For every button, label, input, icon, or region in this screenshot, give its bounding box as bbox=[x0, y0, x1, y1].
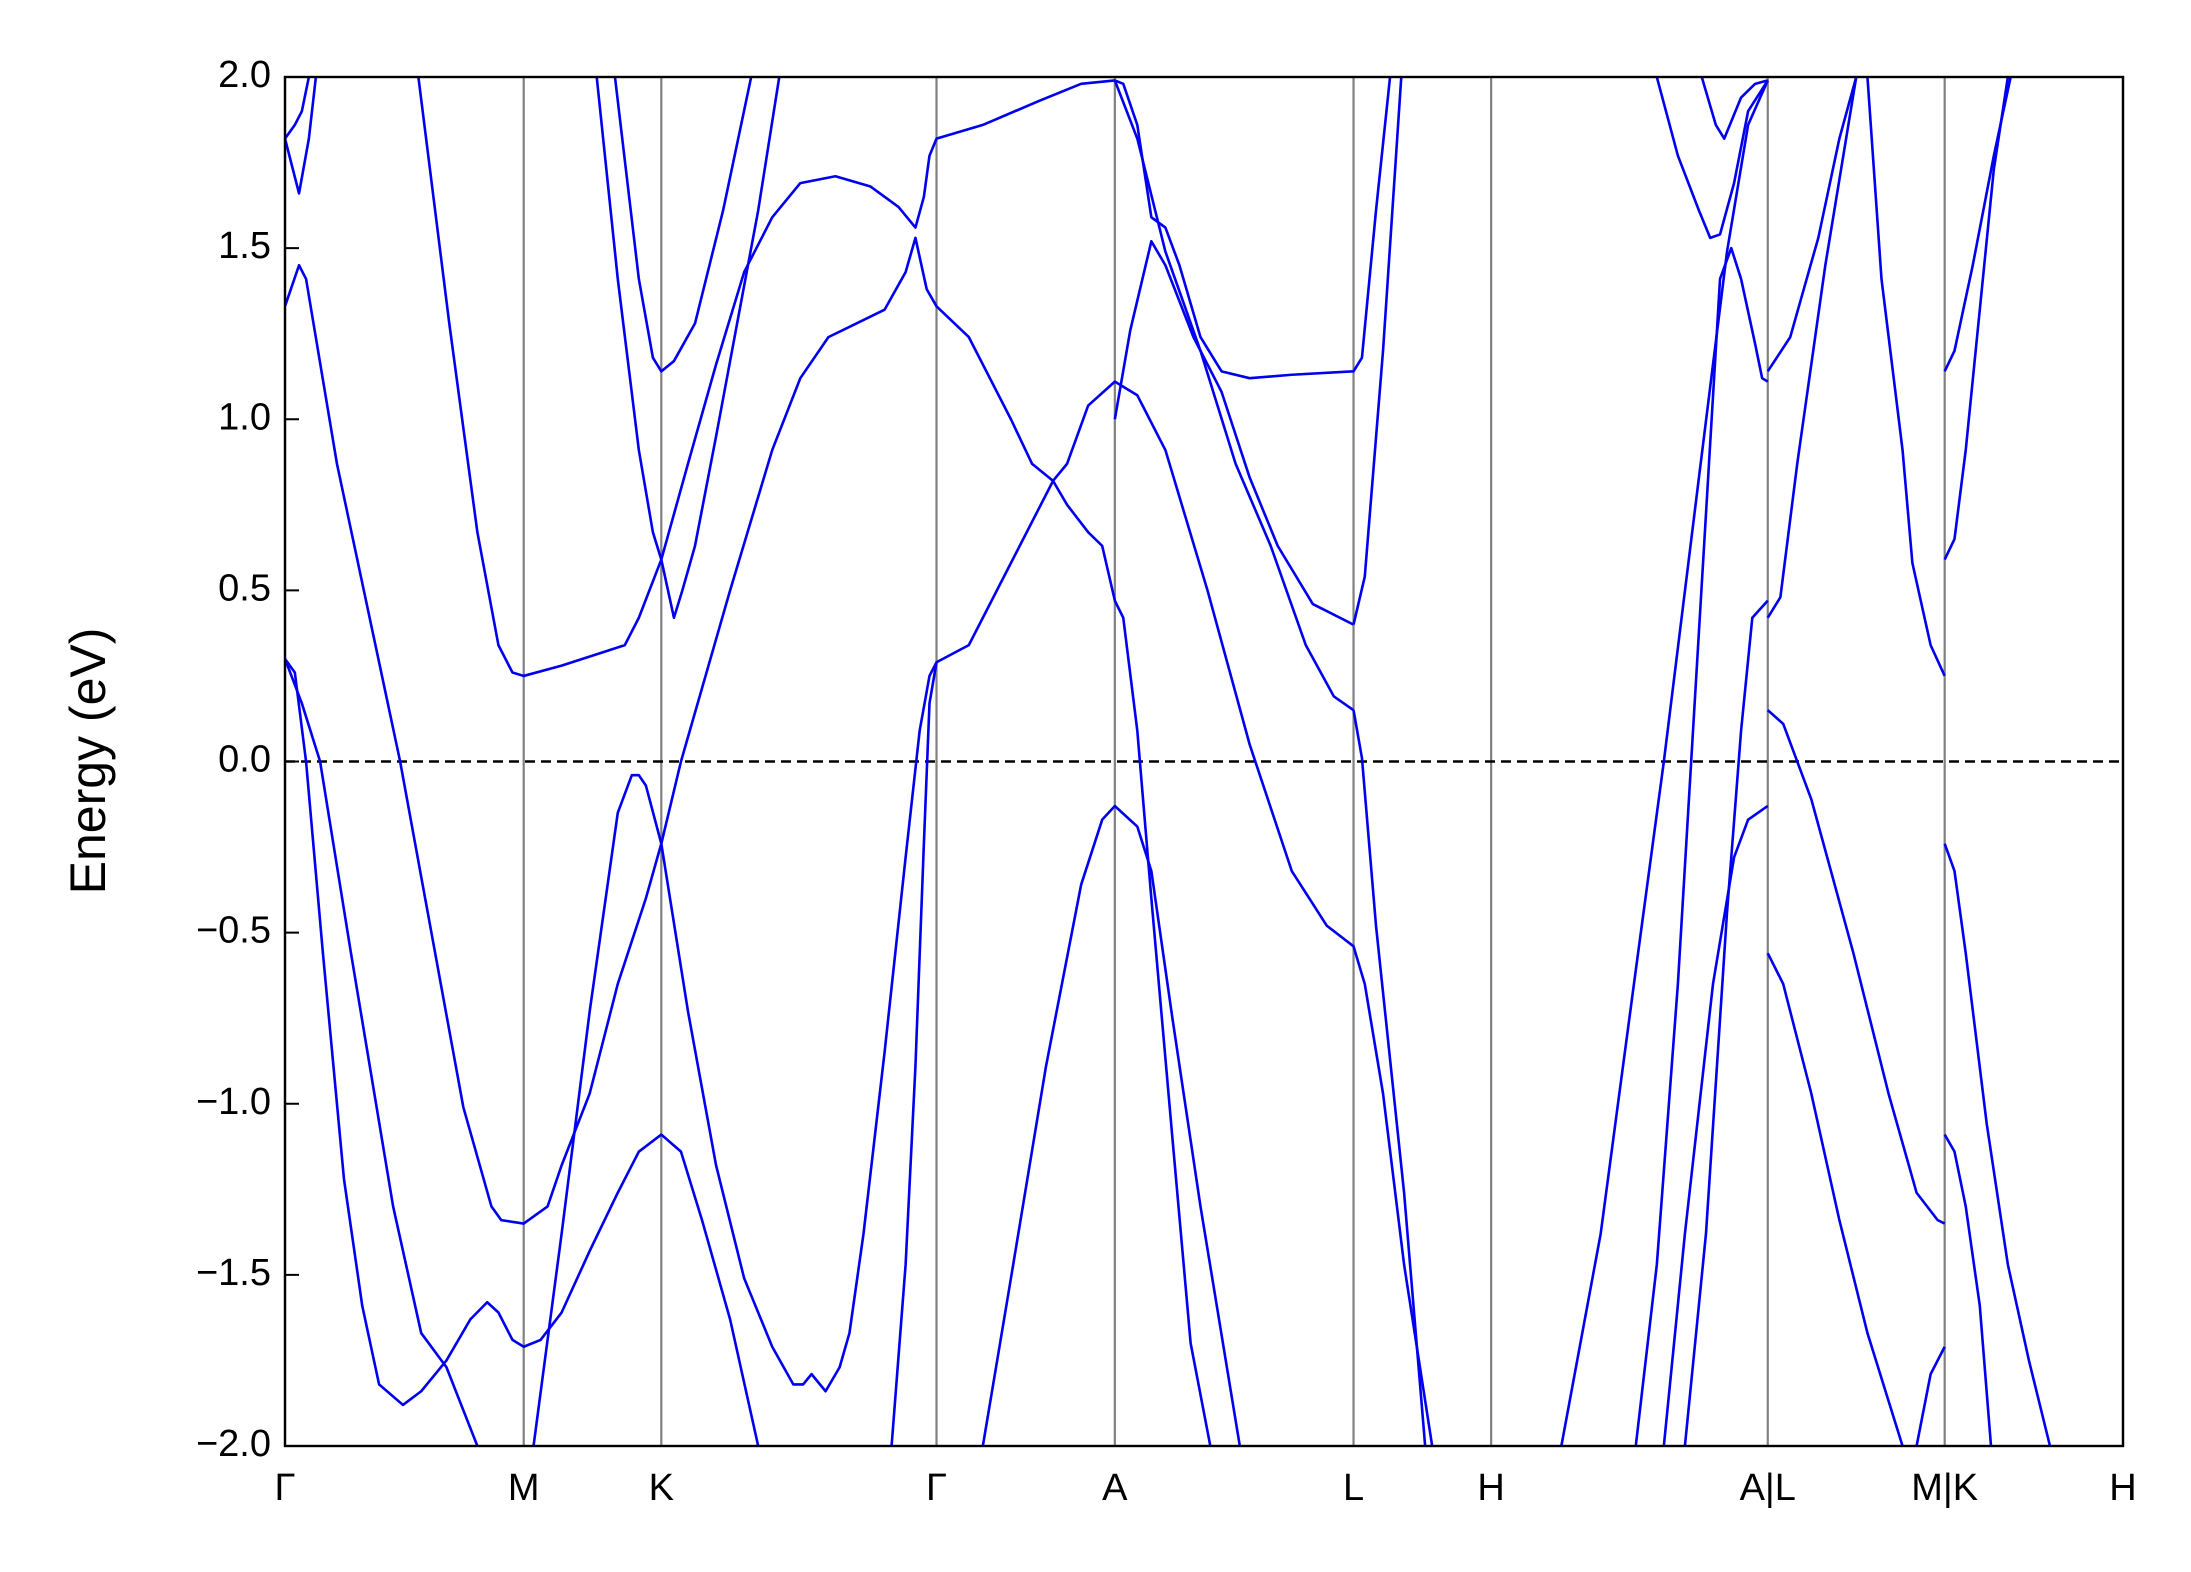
y-tick-label: −2.0 bbox=[196, 1423, 271, 1465]
y-tick-label: −0.5 bbox=[196, 910, 271, 952]
band-line bbox=[1655, 77, 1769, 240]
band-line bbox=[981, 804, 1242, 1446]
x-tick-label: Γ bbox=[275, 1467, 296, 1509]
band-line bbox=[1662, 804, 1769, 1446]
band-line bbox=[285, 77, 311, 140]
band-line bbox=[285, 658, 479, 1446]
x-tick-label: K bbox=[649, 1467, 674, 1509]
x-tick-label: A|L bbox=[1740, 1467, 1796, 1509]
band-line bbox=[1943, 1133, 1993, 1446]
x-tick-label: H bbox=[1477, 1467, 1504, 1509]
x-tick-label: H bbox=[2109, 1467, 2136, 1509]
band-line bbox=[1766, 77, 1858, 373]
band-line bbox=[285, 658, 760, 1446]
band-line bbox=[1352, 77, 1403, 625]
band-line bbox=[1700, 77, 1769, 140]
y-tick-label: 1.5 bbox=[218, 225, 271, 267]
band-line bbox=[1352, 709, 1427, 1446]
band-line bbox=[417, 77, 1392, 678]
band-line bbox=[890, 662, 938, 1446]
band-line bbox=[1683, 599, 1769, 1446]
band-line bbox=[595, 77, 781, 620]
y-axis-label: Energy (eV) bbox=[60, 628, 116, 895]
band-line bbox=[285, 77, 318, 195]
band-line bbox=[1113, 239, 1355, 626]
x-tick-label: A bbox=[1102, 1467, 1128, 1509]
y-tick-label: −1.0 bbox=[196, 1081, 271, 1123]
x-tick-label: M|K bbox=[1911, 1467, 1978, 1509]
band-line bbox=[1113, 79, 1355, 712]
band-line bbox=[1915, 1346, 1946, 1446]
band-line bbox=[1866, 77, 1946, 677]
y-tick-label: 2.0 bbox=[218, 54, 271, 96]
y-tick-label: 0.5 bbox=[218, 567, 271, 609]
band-line bbox=[285, 236, 1212, 1446]
band-line bbox=[1560, 79, 1769, 1446]
band-line bbox=[1766, 77, 1858, 619]
band-line bbox=[613, 77, 753, 373]
y-tick-label: 1.0 bbox=[218, 396, 271, 438]
band-line bbox=[1943, 843, 2052, 1446]
band-line bbox=[1634, 246, 1769, 1446]
y-tick-label: −1.5 bbox=[196, 1252, 271, 1294]
x-tick-label: L bbox=[1343, 1467, 1364, 1509]
y-tick-label: 0.0 bbox=[218, 739, 271, 781]
x-tick-label: M bbox=[508, 1467, 540, 1509]
band-line bbox=[1766, 709, 1946, 1225]
x-tick-label: Γ bbox=[926, 1467, 947, 1509]
band-line bbox=[1943, 77, 2010, 561]
band-line bbox=[532, 380, 1434, 1446]
band-line bbox=[1766, 952, 1904, 1446]
plot-frame bbox=[283, 75, 2125, 1448]
